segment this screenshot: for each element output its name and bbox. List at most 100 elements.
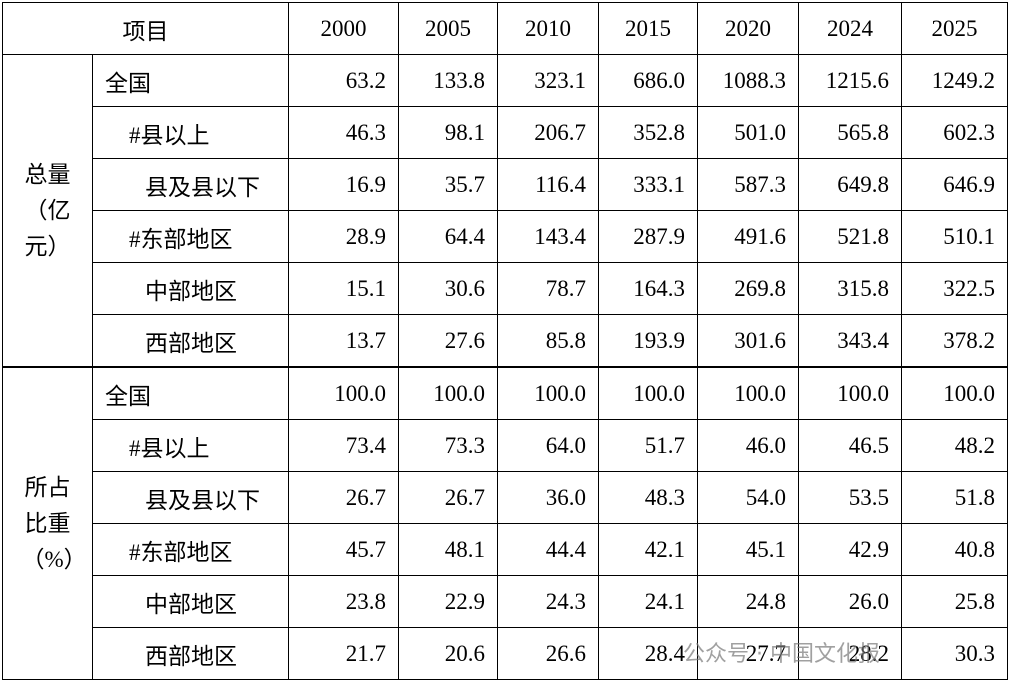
value-cell: 46.0 xyxy=(697,419,799,472)
value-cell: 322.5 xyxy=(901,262,1008,315)
group-label-text: 总量（亿元） xyxy=(24,161,71,259)
row-label: #东部地区 xyxy=(92,523,289,576)
row-label: 县及县以下 xyxy=(92,158,289,211)
value-cell: 45.1 xyxy=(697,523,799,576)
value-cell: 98.1 xyxy=(398,106,498,159)
row-label: 县及县以下 xyxy=(92,471,289,524)
data-row: 西部地区 21.7 20.6 26.6 28.4 27.7 28.2 30.3 xyxy=(3,627,1008,680)
value-cell: 22.9 xyxy=(398,575,498,628)
value-cell: 46.3 xyxy=(288,106,399,159)
value-cell: 206.7 xyxy=(497,106,599,159)
year-header: 2005 xyxy=(398,2,498,55)
value-cell: 73.3 xyxy=(398,419,498,472)
value-cell: 42.1 xyxy=(598,523,698,576)
value-cell: 100.0 xyxy=(901,366,1008,420)
data-row: 西部地区 13.7 27.6 85.8 193.9 301.6 343.4 378.2 xyxy=(3,314,1008,368)
value-cell: 352.8 xyxy=(598,106,698,159)
value-cell: 100.0 xyxy=(497,366,599,420)
value-cell: 54.0 xyxy=(697,471,799,524)
value-cell: 13.7 xyxy=(288,314,399,368)
value-cell: 491.6 xyxy=(697,210,799,263)
watermark: 公众号 · 中国文化报 xyxy=(683,642,880,667)
value-cell: 30.3 xyxy=(901,627,1008,680)
table-body: 项目 2000 2005 2010 2015 2020 2024 2025 总量（亿元） 全国 63… xyxy=(2,2,1008,680)
value-cell: 51.7 xyxy=(598,419,698,472)
data-row: 所占比重（%） 全国 100.0 100.0 100.0 100.0 100.0 100.0 1… xyxy=(2,366,1008,680)
value-cell: 100.0 xyxy=(398,366,498,420)
data-row: 县及县以下 26.7 26.7 36.0 48.3 54.0 53.5 51.8 xyxy=(3,471,1008,524)
row-label: 中部地区 xyxy=(92,262,289,315)
value-cell: 27.6 xyxy=(398,314,498,368)
value-cell: 21.7 xyxy=(288,627,399,680)
value-cell: 521.8 xyxy=(798,210,902,263)
year-header: 2020 xyxy=(697,2,799,55)
row-label: #县以上 xyxy=(92,106,289,159)
data-row: #东部地区 28.9 64.4 143.4 287.9 491.6 521.8 510.1 xyxy=(3,210,1008,263)
value-cell: 28.9 xyxy=(288,210,399,263)
value-cell: 15.1 xyxy=(288,262,399,315)
value-cell: 48.1 xyxy=(398,523,498,576)
value-cell: 587.3 xyxy=(697,158,799,211)
value-cell: 53.5 xyxy=(798,471,902,524)
value-cell: 378.2 xyxy=(901,314,1008,368)
value-cell: 565.8 xyxy=(798,106,902,159)
value-cell: 26.0 xyxy=(798,575,902,628)
group-label-text: 所占比重（%） xyxy=(21,474,87,572)
year-header: 2000 xyxy=(288,2,399,55)
row-label: #县以上 xyxy=(92,419,289,472)
value-cell: 27.7 xyxy=(697,627,799,680)
value-cell: 501.0 xyxy=(697,106,799,159)
value-cell: 16.9 xyxy=(288,158,399,211)
row-label: 全国 xyxy=(92,54,289,107)
value-cell: 1088.3 xyxy=(697,54,799,107)
value-cell: 26.7 xyxy=(288,471,399,524)
data-table: 项目 2000 2005 2010 2015 2020 2024 2025 总量（亿元） 全国 63… xyxy=(2,2,1008,680)
value-cell: 164.3 xyxy=(598,262,698,315)
row-label: 西部地区 xyxy=(92,627,289,680)
data-row: 总量（亿元） 全国 63.2 133.8 323.1 686.0 1088.3 1215.6 1… xyxy=(2,54,1008,368)
value-cell: 45.7 xyxy=(288,523,399,576)
value-cell: 40.8 xyxy=(901,523,1008,576)
year-header: 2010 xyxy=(497,2,599,55)
data-row: 中部地区 15.1 30.6 78.7 164.3 269.8 315.8 322.5 xyxy=(3,262,1008,315)
value-cell: 646.9 xyxy=(901,158,1008,211)
header-row: 项目 2000 2005 2010 2015 2020 2024 2025 xyxy=(2,2,1008,55)
value-cell: 100.0 xyxy=(798,366,902,420)
value-cell: 23.8 xyxy=(288,575,399,628)
value-cell: 116.4 xyxy=(497,158,599,211)
value-cell: 343.4 xyxy=(798,314,902,368)
value-cell: 686.0 xyxy=(598,54,698,107)
year-header: 2015 xyxy=(598,2,698,55)
value-cell: 42.9 xyxy=(798,523,902,576)
data-row: #东部地区 45.7 48.1 44.4 42.1 45.1 42.9 40.8 xyxy=(3,523,1008,576)
value-cell: 26.7 xyxy=(398,471,498,524)
value-cell: 78.7 xyxy=(497,262,599,315)
value-cell: 64.4 xyxy=(398,210,498,263)
value-cell: 1249.2 xyxy=(901,54,1008,107)
value-cell: 28.4 xyxy=(598,627,698,680)
value-cell: 20.6 xyxy=(398,627,498,680)
value-cell: 133.8 xyxy=(398,54,498,107)
value-cell: 193.9 xyxy=(598,314,698,368)
data-row: 中部地区 23.8 22.9 24.3 24.1 24.8 26.0 25.8 xyxy=(3,575,1008,628)
year-header: 2025 xyxy=(901,2,1008,55)
value-cell: 1215.6 xyxy=(798,54,902,107)
value-cell: 287.9 xyxy=(598,210,698,263)
value-cell: 24.8 xyxy=(697,575,799,628)
data-row: #县以上 46.3 98.1 206.7 352.8 501.0 565.8 602.3 xyxy=(3,106,1008,159)
header-label: 项目 xyxy=(2,2,289,55)
value-cell: 85.8 xyxy=(497,314,599,368)
value-cell: 64.0 xyxy=(497,419,599,472)
value-cell: 100.0 xyxy=(598,366,698,420)
value-cell: 25.8 xyxy=(901,575,1008,628)
value-cell: 36.0 xyxy=(497,471,599,524)
group-label: 总量（亿元） xyxy=(2,54,93,368)
value-cell: 315.8 xyxy=(798,262,902,315)
value-cell: 51.8 xyxy=(901,471,1008,524)
value-cell: 510.1 xyxy=(901,210,1008,263)
value-cell: 269.8 xyxy=(697,262,799,315)
value-cell: 63.2 xyxy=(288,54,399,107)
row-label: 中部地区 xyxy=(92,575,289,628)
value-cell: 143.4 xyxy=(497,210,599,263)
